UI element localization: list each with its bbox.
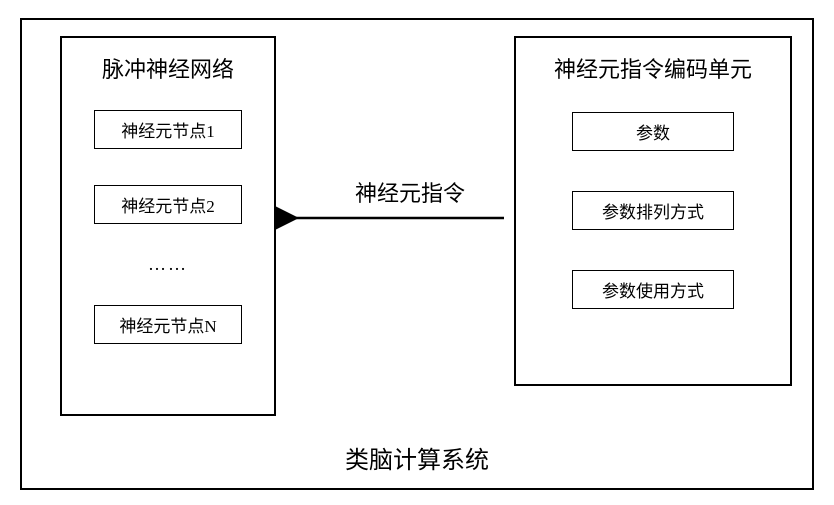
- ellipsis-label: ……: [62, 254, 274, 275]
- right-module-title: 神经元指令编码单元: [516, 38, 790, 92]
- neuron-node-item: 神经元节点2: [94, 185, 242, 224]
- neuron-instruction-encoding-unit-module: 神经元指令编码单元 参数 参数排列方式 参数使用方式: [514, 36, 792, 386]
- arrow-icon: [276, 200, 516, 236]
- parameter-item: 参数使用方式: [572, 270, 734, 309]
- neuron-node-item: 神经元节点1: [94, 110, 242, 149]
- parameter-item: 参数: [572, 112, 734, 151]
- system-label: 类脑计算系统: [20, 440, 814, 475]
- parameter-item: 参数排列方式: [572, 191, 734, 230]
- spiking-neural-network-module: 脉冲神经网络 神经元节点1 神经元节点2 …… 神经元节点N: [60, 36, 276, 416]
- neuron-node-item: 神经元节点N: [94, 305, 242, 344]
- left-module-title: 脉冲神经网络: [62, 38, 274, 92]
